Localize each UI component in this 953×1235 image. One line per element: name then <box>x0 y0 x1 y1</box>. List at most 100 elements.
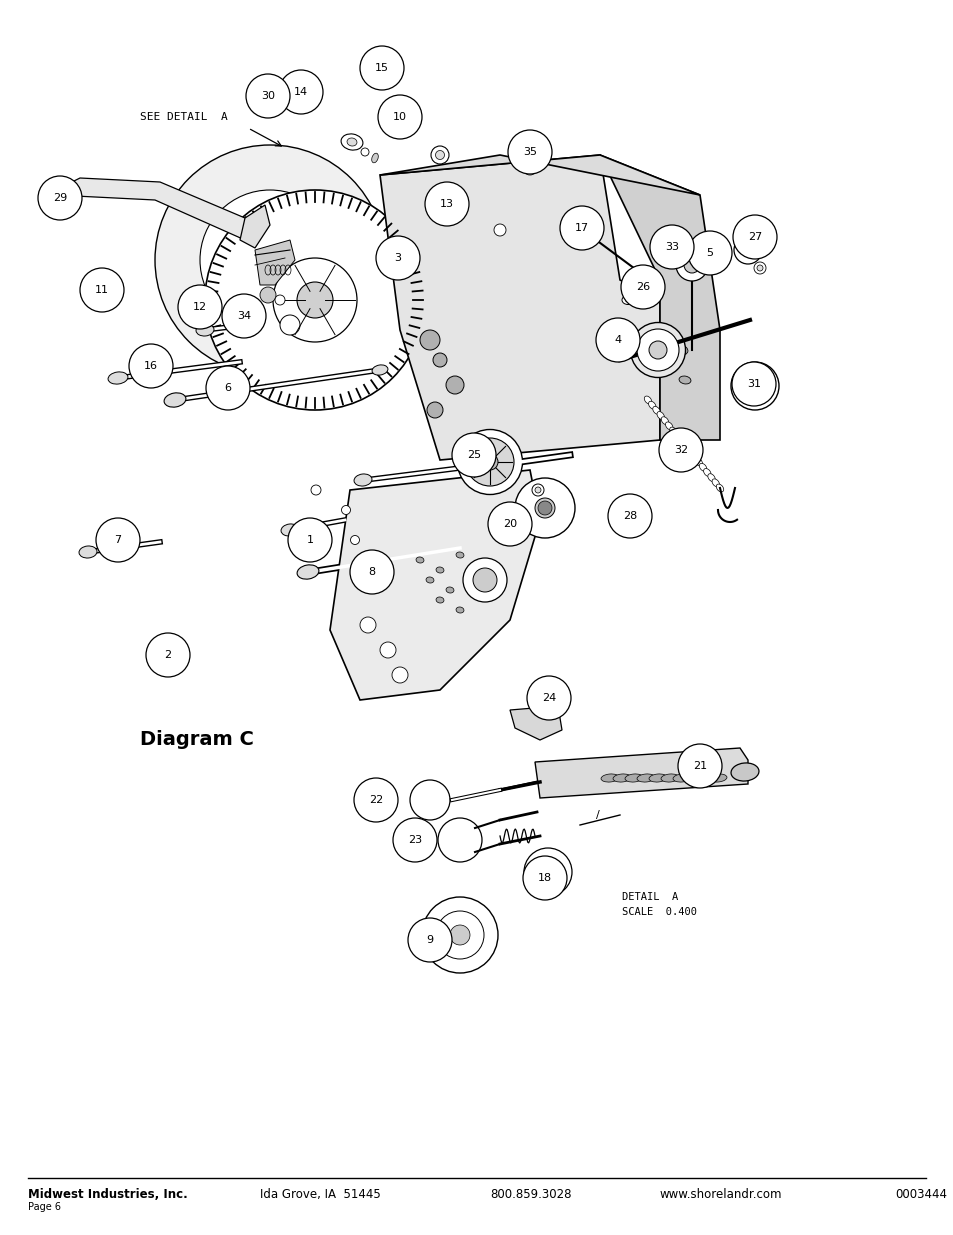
Circle shape <box>424 182 469 226</box>
Ellipse shape <box>311 485 320 495</box>
Ellipse shape <box>711 479 719 487</box>
Ellipse shape <box>730 763 759 781</box>
Ellipse shape <box>747 379 761 393</box>
Text: Page 6: Page 6 <box>28 1202 61 1212</box>
Circle shape <box>200 190 339 330</box>
Circle shape <box>206 366 250 410</box>
Circle shape <box>273 258 356 342</box>
Circle shape <box>379 642 395 658</box>
Ellipse shape <box>753 262 765 274</box>
Circle shape <box>433 353 447 367</box>
Ellipse shape <box>360 148 369 156</box>
Ellipse shape <box>695 458 701 466</box>
Circle shape <box>410 781 450 820</box>
Ellipse shape <box>643 396 651 404</box>
Ellipse shape <box>716 484 723 492</box>
Circle shape <box>659 429 702 472</box>
Circle shape <box>452 433 496 477</box>
Ellipse shape <box>392 262 403 274</box>
Text: 12: 12 <box>193 303 207 312</box>
Ellipse shape <box>676 249 707 282</box>
Circle shape <box>205 190 424 410</box>
Text: 28: 28 <box>622 511 637 521</box>
Circle shape <box>462 558 506 601</box>
Circle shape <box>359 46 403 90</box>
Circle shape <box>222 294 266 338</box>
Ellipse shape <box>341 133 362 151</box>
Circle shape <box>534 858 561 885</box>
Circle shape <box>296 282 333 317</box>
Ellipse shape <box>431 146 449 164</box>
Ellipse shape <box>436 597 443 603</box>
Ellipse shape <box>707 474 715 482</box>
Ellipse shape <box>757 266 762 270</box>
Circle shape <box>450 925 470 945</box>
Ellipse shape <box>684 774 702 782</box>
Ellipse shape <box>648 341 666 359</box>
Ellipse shape <box>697 774 714 782</box>
Polygon shape <box>599 156 720 440</box>
Ellipse shape <box>708 774 726 782</box>
Circle shape <box>38 177 82 220</box>
Ellipse shape <box>296 564 318 579</box>
Polygon shape <box>240 205 270 248</box>
Polygon shape <box>379 156 659 459</box>
Circle shape <box>421 897 497 973</box>
Text: Midwest Industries, Inc.: Midwest Industries, Inc. <box>28 1188 188 1200</box>
Ellipse shape <box>350 536 359 545</box>
Ellipse shape <box>665 422 672 430</box>
Polygon shape <box>510 706 561 740</box>
Ellipse shape <box>640 288 648 293</box>
Circle shape <box>392 667 408 683</box>
Text: 31: 31 <box>746 379 760 389</box>
Ellipse shape <box>660 774 679 782</box>
Circle shape <box>436 911 483 960</box>
Polygon shape <box>379 156 700 195</box>
Text: 9: 9 <box>426 935 433 945</box>
Circle shape <box>515 478 575 538</box>
Circle shape <box>731 362 775 406</box>
Ellipse shape <box>630 322 685 378</box>
Ellipse shape <box>648 774 666 782</box>
Circle shape <box>96 517 140 562</box>
Ellipse shape <box>426 577 434 583</box>
Circle shape <box>559 206 603 249</box>
Ellipse shape <box>281 524 298 536</box>
Ellipse shape <box>164 393 186 408</box>
Text: 22: 22 <box>369 795 383 805</box>
Circle shape <box>154 144 385 375</box>
Ellipse shape <box>637 329 679 370</box>
Ellipse shape <box>446 587 454 593</box>
Polygon shape <box>55 178 254 240</box>
Text: 33: 33 <box>664 242 679 252</box>
Ellipse shape <box>648 401 656 409</box>
Circle shape <box>350 550 394 594</box>
Ellipse shape <box>730 362 779 410</box>
Ellipse shape <box>457 430 522 494</box>
Text: 18: 18 <box>537 873 552 883</box>
Circle shape <box>732 215 776 259</box>
Circle shape <box>280 315 299 335</box>
Circle shape <box>129 345 172 388</box>
Text: DETAIL  A: DETAIL A <box>621 892 678 902</box>
Circle shape <box>393 818 436 862</box>
Ellipse shape <box>436 567 443 573</box>
Circle shape <box>178 285 222 329</box>
Text: 25: 25 <box>466 450 480 459</box>
Circle shape <box>354 778 397 823</box>
Ellipse shape <box>195 324 213 336</box>
Polygon shape <box>330 471 539 700</box>
Ellipse shape <box>108 372 128 384</box>
Ellipse shape <box>435 151 444 159</box>
Text: 14: 14 <box>294 86 308 98</box>
Ellipse shape <box>416 557 423 563</box>
Circle shape <box>288 517 332 562</box>
Text: 6: 6 <box>224 383 232 393</box>
Ellipse shape <box>679 375 690 384</box>
Ellipse shape <box>494 224 505 236</box>
Circle shape <box>377 95 421 140</box>
Circle shape <box>419 330 439 350</box>
Ellipse shape <box>703 468 710 477</box>
Ellipse shape <box>372 364 388 375</box>
Ellipse shape <box>672 774 690 782</box>
